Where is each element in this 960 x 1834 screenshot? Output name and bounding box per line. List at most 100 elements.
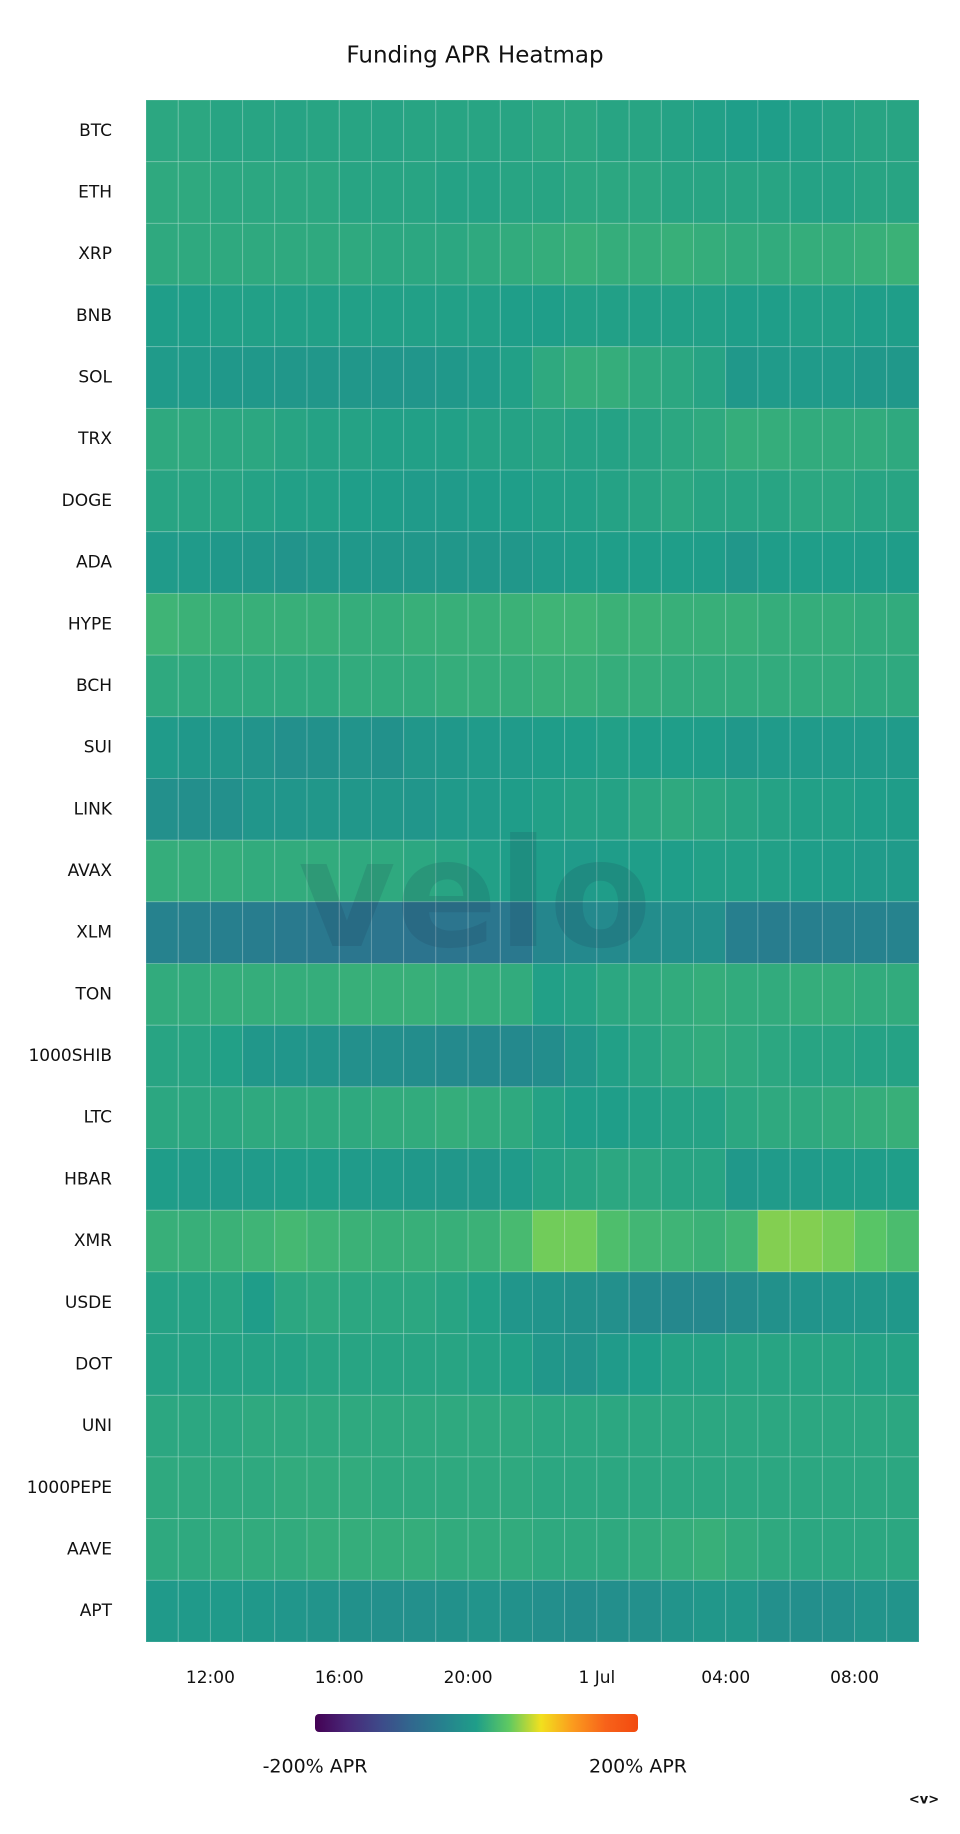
cell [789, 99, 823, 163]
cell [274, 963, 308, 1026]
cell [499, 654, 533, 718]
y-tick-label: SOL [78, 368, 112, 388]
cell [403, 1148, 437, 1211]
cell [209, 1271, 244, 1335]
cell [660, 1394, 695, 1458]
cell [209, 1333, 244, 1396]
cell [886, 1394, 920, 1458]
cell [789, 1148, 823, 1211]
watermark: velo [298, 808, 652, 982]
cell [177, 284, 211, 348]
cell [789, 716, 823, 779]
cell [628, 1579, 662, 1643]
cell [757, 1518, 791, 1581]
cell [564, 1579, 598, 1643]
cell [274, 1024, 308, 1088]
cell [274, 1209, 308, 1273]
cell [467, 99, 501, 163]
cell [242, 901, 276, 965]
cell [467, 963, 501, 1026]
cell [628, 222, 662, 286]
cell [370, 1518, 405, 1581]
cell [660, 1271, 695, 1335]
cell [338, 592, 372, 656]
cell [596, 346, 630, 409]
cell [145, 346, 179, 409]
cell [596, 1579, 630, 1643]
cell [435, 1024, 469, 1088]
cell [660, 839, 695, 903]
cell [467, 1579, 501, 1643]
cell [757, 407, 791, 471]
cell [821, 99, 856, 163]
cell [467, 1394, 501, 1458]
cell [467, 531, 501, 594]
cell [242, 963, 276, 1026]
cell [757, 592, 791, 656]
cell [403, 1518, 437, 1581]
cell [725, 839, 759, 903]
cell [403, 407, 437, 471]
cell [370, 592, 405, 656]
cell [693, 469, 727, 533]
cell [757, 284, 791, 348]
cell [338, 901, 372, 965]
cell [145, 1086, 179, 1150]
cell [274, 469, 308, 533]
cell [145, 777, 179, 841]
cell [532, 1148, 566, 1211]
cell [274, 839, 308, 903]
cell [821, 839, 856, 903]
y-tick-label: BCH [76, 676, 112, 696]
cell [532, 161, 566, 224]
cell [789, 1333, 823, 1396]
cell [306, 1148, 340, 1211]
cell [209, 469, 244, 533]
cell [821, 1456, 856, 1520]
cell [177, 1086, 211, 1150]
cell [886, 716, 920, 779]
cell [499, 222, 533, 286]
cell [821, 654, 856, 718]
cell [370, 963, 405, 1026]
cell [886, 469, 920, 533]
cell [435, 531, 469, 594]
cell [532, 963, 566, 1026]
cell [242, 654, 276, 718]
cell [628, 1518, 662, 1581]
cell [242, 1579, 276, 1643]
cell [370, 1271, 405, 1335]
cell [660, 407, 695, 471]
cell [628, 346, 662, 409]
cell [467, 716, 501, 779]
cell [177, 1271, 211, 1335]
cell [177, 1209, 211, 1273]
cell [725, 531, 759, 594]
cell [499, 284, 533, 348]
y-tick-label: BNB [76, 306, 112, 326]
y-tick-label: XMR [74, 1231, 112, 1251]
cell [145, 1209, 179, 1273]
cell [370, 1086, 405, 1150]
cell [564, 1024, 598, 1088]
cell [306, 1579, 340, 1643]
cell [725, 407, 759, 471]
cell [596, 1271, 630, 1335]
cell [789, 346, 823, 409]
cell [467, 284, 501, 348]
cell [660, 531, 695, 594]
cell [757, 1271, 791, 1335]
cell [564, 1333, 598, 1396]
cell [499, 531, 533, 594]
cell [693, 531, 727, 594]
cell [854, 284, 888, 348]
cell [370, 346, 405, 409]
cell [757, 901, 791, 965]
cell [564, 1394, 598, 1458]
cell [628, 777, 662, 841]
cell [854, 1579, 888, 1643]
cell [338, 716, 372, 779]
cell [725, 901, 759, 965]
cell [467, 222, 501, 286]
